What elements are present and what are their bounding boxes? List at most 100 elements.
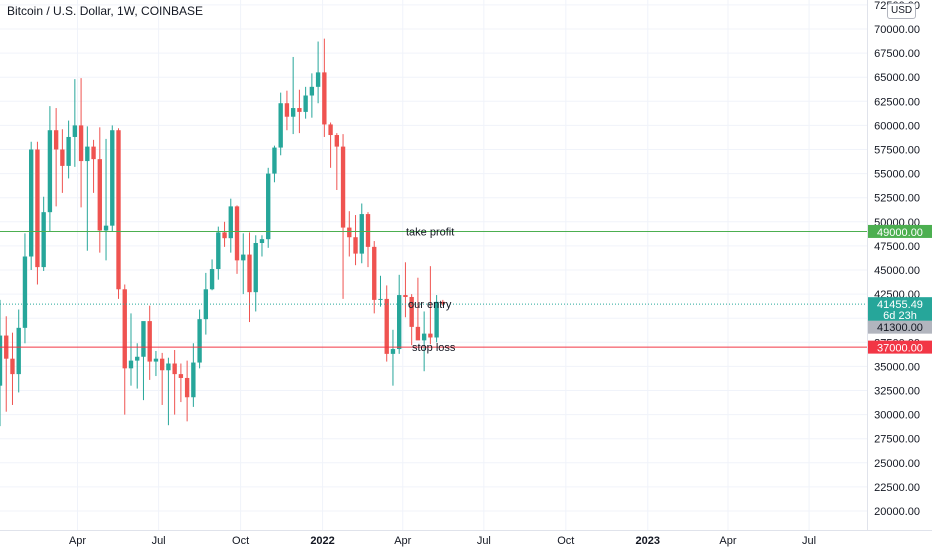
take-profit-price-badge-text: 49000.00 xyxy=(877,227,923,239)
time-tick-label: Apr xyxy=(69,535,86,547)
candle-body xyxy=(315,72,321,87)
candle-body xyxy=(97,159,102,231)
candle-body xyxy=(222,232,227,239)
candle-body xyxy=(41,212,46,268)
stop-loss-price-badge-text: 37000.00 xyxy=(877,343,923,355)
time-tick-label: Apr xyxy=(394,535,411,547)
candle-body xyxy=(60,149,65,166)
candle-body xyxy=(284,103,290,117)
candle-body xyxy=(266,173,271,240)
candle-body xyxy=(334,135,340,147)
candle-body xyxy=(128,360,134,369)
horizontal-line-label: our entry xyxy=(408,299,452,311)
time-scale[interactable]: Apr Jul Oct 2022 Apr Jul Oct 2023 Apr Jul xyxy=(69,535,816,547)
last-price-badge-text: 41455.49 xyxy=(877,299,923,311)
price-tick-label: 45000.00 xyxy=(874,265,920,277)
grey-price-badge xyxy=(868,320,932,334)
candle-body xyxy=(103,225,109,231)
candle-body xyxy=(78,125,84,162)
candle-body xyxy=(184,377,190,398)
candle-body xyxy=(122,289,127,369)
candle-body xyxy=(116,130,121,290)
candle-body xyxy=(159,358,165,371)
candle-body xyxy=(172,363,177,375)
candle-body xyxy=(110,130,115,226)
candlestick-series xyxy=(0,38,446,427)
chart-grid xyxy=(0,0,867,530)
candle-body xyxy=(359,214,364,254)
price-tick-label: 20000.00 xyxy=(874,506,920,518)
candle-body xyxy=(53,130,59,150)
candle-body xyxy=(421,333,427,341)
price-tick-label: 55000.00 xyxy=(874,169,920,181)
candle-body xyxy=(353,237,358,254)
candle-body xyxy=(66,136,71,166)
time-tick-label: Jul xyxy=(477,535,491,547)
candle-body xyxy=(415,326,421,341)
price-tick-label: 47500.00 xyxy=(874,241,920,253)
candle-body xyxy=(228,206,233,239)
time-tick-label: Oct xyxy=(232,535,249,547)
price-tick-label: 25000.00 xyxy=(874,458,920,470)
candle-body xyxy=(141,321,146,357)
price-tick-label: 70000.00 xyxy=(874,24,920,36)
candle-body xyxy=(178,374,184,378)
time-tick-label: Apr xyxy=(719,535,736,547)
candle-body xyxy=(278,103,283,148)
price-tick-label: 35000.00 xyxy=(874,361,920,373)
candle-body xyxy=(259,239,265,244)
stop-loss-price-badge xyxy=(868,340,932,354)
price-tick-label: 30000.00 xyxy=(874,410,920,422)
candle-body xyxy=(322,72,327,125)
price-tick-label: 57500.00 xyxy=(874,145,920,157)
candle-body xyxy=(340,146,346,228)
candle-body xyxy=(72,125,78,137)
candle-body xyxy=(372,246,377,300)
candle-body xyxy=(91,146,96,160)
candle-body xyxy=(390,349,396,354)
symbol-title: Bitcoin / U.S. Dollar, 1W, COINBASE xyxy=(7,4,204,18)
candle-body xyxy=(209,269,215,290)
candle-body xyxy=(203,289,209,320)
horizontal-lines: take profit our entry stop loss xyxy=(0,226,867,354)
candle-body xyxy=(328,124,333,136)
horizontal-line-label: stop loss xyxy=(412,342,456,354)
candle-body xyxy=(153,358,159,362)
candle-body xyxy=(440,301,446,305)
candle-body xyxy=(409,296,414,327)
candle-body xyxy=(428,333,433,338)
candle-body xyxy=(22,256,28,328)
candle-body xyxy=(234,206,240,261)
candle-body xyxy=(384,298,389,354)
take-profit-price-badge xyxy=(868,224,932,238)
candle-body xyxy=(272,147,277,174)
currency-selector[interactable]: USD xyxy=(887,3,917,19)
candle-body xyxy=(147,321,152,362)
candle-body xyxy=(309,86,315,96)
time-tick-label: Jul xyxy=(152,535,166,547)
horizontal-line-label: take profit xyxy=(406,226,454,238)
candle-body xyxy=(197,319,202,363)
candle-body xyxy=(403,295,408,297)
last-price-badge xyxy=(868,297,932,322)
price-scale[interactable]: 20000.00 22500.00 25000.00 27500.00 30000.00… xyxy=(874,0,920,518)
candle-body xyxy=(365,214,371,247)
candle-body xyxy=(166,363,171,371)
price-tick-label: 52500.00 xyxy=(874,193,920,205)
price-tick-label: 60000.00 xyxy=(874,120,920,132)
candle-body xyxy=(216,232,221,270)
candle-body xyxy=(85,146,90,162)
candle-body xyxy=(241,254,246,261)
price-tick-label: 65000.00 xyxy=(874,72,920,84)
candle-body xyxy=(0,335,3,386)
grey-price-badge-text: 41300.00 xyxy=(877,322,923,334)
time-tick-label: Oct xyxy=(557,535,574,547)
price-tick-label: 22500.00 xyxy=(874,482,920,494)
candle-body xyxy=(29,149,34,257)
last-price-badge-text: 6d 23h xyxy=(883,310,917,322)
candle-body xyxy=(297,108,302,112)
candle-body xyxy=(135,356,140,361)
candle-body xyxy=(191,362,196,398)
